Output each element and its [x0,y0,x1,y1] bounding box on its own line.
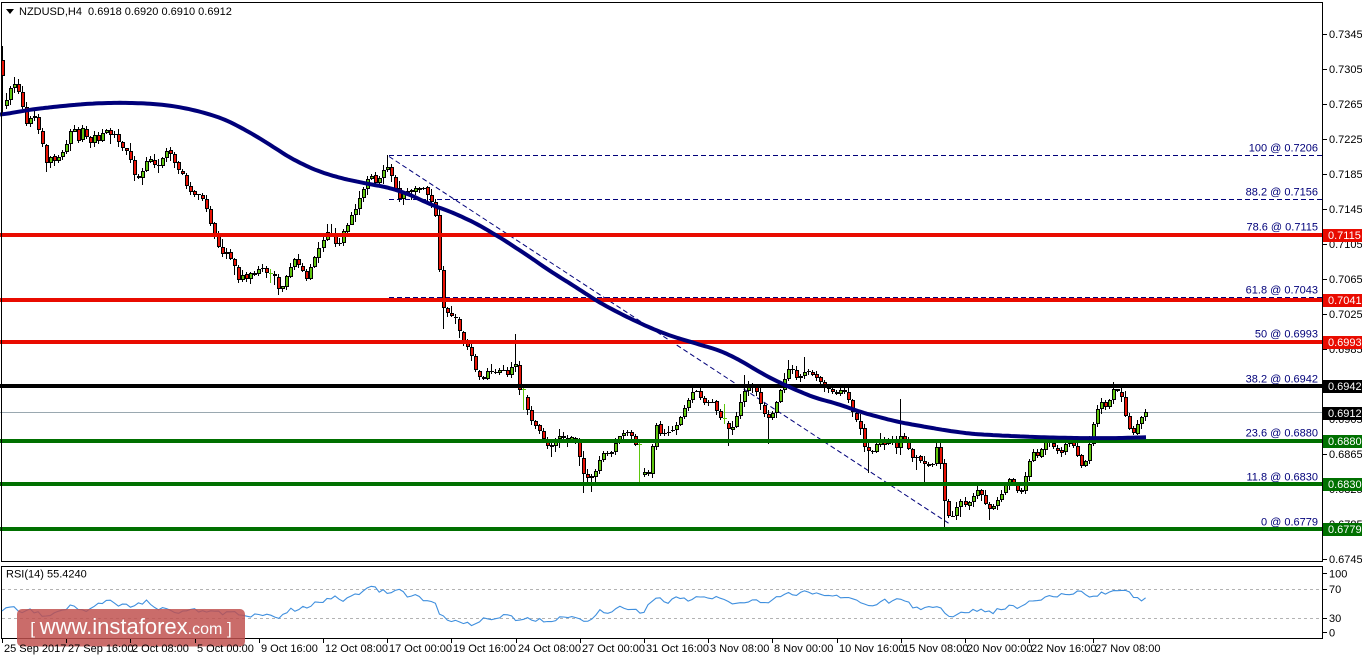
svg-text:12 Oct 08:00: 12 Oct 08:00 [325,643,388,655]
svg-text:27 Nov 08:00: 27 Nov 08:00 [1095,643,1160,655]
svg-text:0.7145: 0.7145 [1329,204,1362,216]
svg-text:0.7025: 0.7025 [1329,309,1362,321]
svg-text:3 Nov 08:00: 3 Nov 08:00 [710,643,769,655]
svg-text:23.6 @ 0.6880: 23.6 @ 0.6880 [1246,428,1318,440]
svg-text:10 Nov 16:00: 10 Nov 16:00 [839,643,904,655]
svg-text:0.6865: 0.6865 [1329,449,1362,461]
svg-text:5 Oct 00:00: 5 Oct 00:00 [197,643,254,655]
svg-text:RSI(14) 55.4240: RSI(14) 55.4240 [6,569,87,581]
svg-text:50 @ 0.6993: 50 @ 0.6993 [1255,329,1318,341]
svg-text:30: 30 [1329,613,1341,625]
svg-text:15 Nov 08:00: 15 Nov 08:00 [903,643,968,655]
svg-text:0.7225: 0.7225 [1329,134,1362,146]
svg-text:0.7041: 0.7041 [1328,295,1362,307]
svg-text:0.6745: 0.6745 [1329,554,1362,566]
svg-text:9 Oct 16:00: 9 Oct 16:00 [261,643,318,655]
svg-text:88.2 @ 0.7156: 88.2 @ 0.7156 [1246,187,1318,199]
svg-text:0.6830: 0.6830 [1328,479,1362,491]
svg-text:24 Oct 08:00: 24 Oct 08:00 [518,643,581,655]
svg-text:27 Oct 00:00: 27 Oct 00:00 [582,643,645,655]
svg-text:0.6993: 0.6993 [1328,337,1362,349]
svg-text:0.7065: 0.7065 [1329,274,1362,286]
svg-text:25 Sep 2017: 25 Sep 2017 [4,643,66,655]
svg-text:70: 70 [1329,584,1341,596]
svg-text:0.6912: 0.6912 [1328,408,1362,420]
svg-text:0.7115: 0.7115 [1328,230,1361,242]
svg-text:19 Oct 16:00: 19 Oct 16:00 [453,643,516,655]
svg-text:0.7265: 0.7265 [1329,99,1362,111]
svg-text:38.2 @ 0.6942: 38.2 @ 0.6942 [1246,374,1318,386]
svg-text:8 Nov 00:00: 8 Nov 00:00 [774,643,833,655]
svg-text:22 Nov 16:00: 22 Nov 16:00 [1031,643,1096,655]
svg-text:17 Oct 00:00: 17 Oct 00:00 [389,643,452,655]
svg-text:0.6942: 0.6942 [1328,381,1362,393]
svg-text:61.8 @ 0.7043: 61.8 @ 0.7043 [1246,285,1318,297]
svg-text:0: 0 [1329,628,1335,640]
svg-text:31 Oct 16:00: 31 Oct 16:00 [646,643,709,655]
svg-text:0.7305: 0.7305 [1329,64,1362,76]
svg-text:0 @ 0.6779: 0 @ 0.6779 [1261,517,1318,529]
svg-text:100: 100 [1329,569,1347,581]
svg-text:NZDUSD,H4 0.6918 0.6920 0.691: NZDUSD,H4 0.6918 0.6920 0.6910 0.6912 [19,6,232,18]
svg-text:78.6 @ 0.7115: 78.6 @ 0.7115 [1246,222,1318,234]
svg-text:0.6880: 0.6880 [1328,436,1362,448]
svg-text:11.8 @ 0.6830: 11.8 @ 0.6830 [1246,472,1318,484]
svg-text:0.7345: 0.7345 [1329,29,1362,41]
svg-text:100 @ 0.7206: 100 @ 0.7206 [1249,143,1318,155]
svg-text:2 Oct 08:00: 2 Oct 08:00 [132,643,189,655]
svg-text:0.7185: 0.7185 [1329,169,1362,181]
svg-text:20 Nov 00:00: 20 Nov 00:00 [967,643,1032,655]
svg-text:27 Sep 16:00: 27 Sep 16:00 [68,643,133,655]
svg-text:0.6779: 0.6779 [1328,524,1362,536]
